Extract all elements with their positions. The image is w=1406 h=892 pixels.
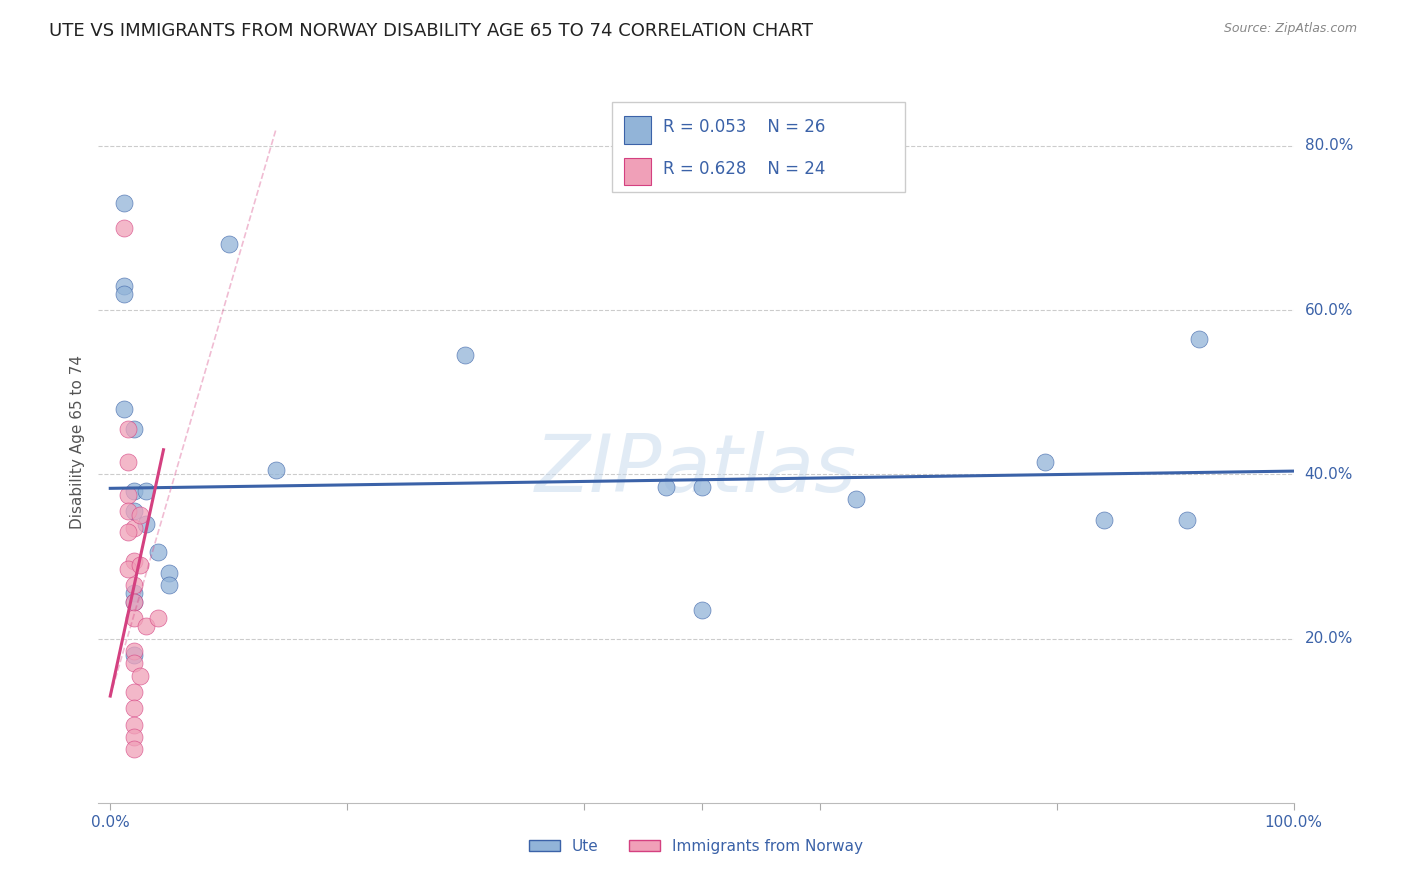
Text: ZIPatlas: ZIPatlas (534, 432, 858, 509)
Text: R = 0.053    N = 26: R = 0.053 N = 26 (662, 119, 825, 136)
Point (157, 578, 180, 592)
Y-axis label: Disability Age 65 to 74: Disability Age 65 to 74 (69, 354, 84, 529)
Point (146, 611, 169, 625)
Point (122, 594, 145, 608)
Point (690, 480, 713, 494)
Point (122, 594, 145, 608)
Point (122, 648, 145, 662)
Legend: Ute, Immigrants from Norway: Ute, Immigrants from Norway (523, 833, 869, 860)
Point (122, 730, 145, 744)
Point (117, 524, 139, 539)
Point (135, 516, 157, 531)
Point (114, 286, 136, 301)
Text: Source: ZipAtlas.com: Source: ZipAtlas.com (1223, 22, 1357, 36)
Point (114, 278, 136, 293)
Point (454, 348, 477, 362)
FancyBboxPatch shape (613, 102, 905, 193)
Point (845, 491, 868, 506)
Point (218, 237, 240, 252)
Point (135, 619, 157, 633)
Point (128, 508, 150, 523)
Point (122, 718, 145, 732)
Point (1188, 332, 1211, 346)
Point (114, 221, 136, 235)
Point (690, 603, 713, 617)
Point (122, 644, 145, 658)
Point (135, 483, 157, 498)
Point (122, 586, 145, 600)
Text: UTE VS IMMIGRANTS FROM NORWAY DISABILITY AGE 65 TO 74 CORRELATION CHART: UTE VS IMMIGRANTS FROM NORWAY DISABILITY… (49, 22, 813, 40)
FancyBboxPatch shape (624, 116, 651, 144)
Point (128, 668, 150, 682)
Point (122, 657, 145, 671)
Point (122, 422, 145, 436)
Point (157, 566, 180, 580)
Point (122, 483, 145, 498)
Point (122, 504, 145, 518)
Point (1033, 455, 1056, 469)
Point (122, 701, 145, 715)
Point (122, 521, 145, 535)
Point (1092, 512, 1115, 526)
Point (146, 545, 169, 559)
Point (117, 562, 139, 576)
Point (264, 463, 287, 477)
Point (128, 558, 150, 572)
Point (117, 504, 139, 518)
Point (122, 578, 145, 592)
Point (114, 196, 136, 211)
Text: 80.0%: 80.0% (1305, 138, 1353, 153)
Point (122, 685, 145, 699)
Point (1175, 512, 1198, 526)
Text: 60.0%: 60.0% (1305, 302, 1353, 318)
Point (122, 553, 145, 567)
Point (117, 455, 139, 469)
Point (122, 611, 145, 625)
FancyBboxPatch shape (624, 158, 651, 185)
Text: 40.0%: 40.0% (1305, 467, 1353, 482)
Text: R = 0.628    N = 24: R = 0.628 N = 24 (662, 160, 825, 178)
Point (117, 422, 139, 436)
Point (122, 742, 145, 756)
Point (655, 480, 678, 494)
Text: 20.0%: 20.0% (1305, 632, 1353, 646)
Point (117, 488, 139, 502)
Point (114, 401, 136, 416)
